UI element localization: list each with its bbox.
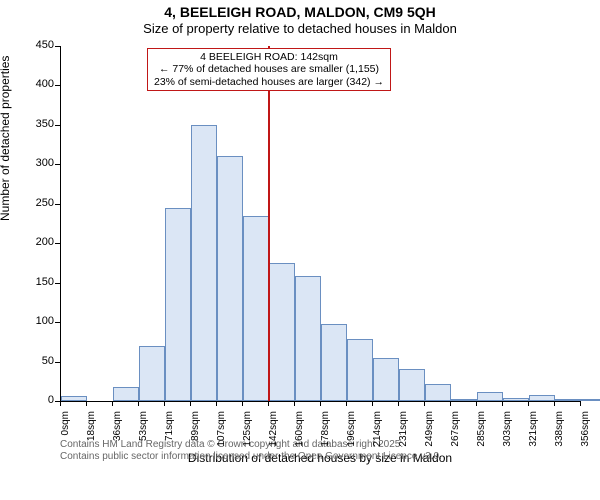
x-tick-mark	[580, 401, 581, 406]
x-tick-mark	[424, 401, 425, 406]
y-tick-label: 200	[20, 236, 54, 248]
x-tick-label: 36sqm	[112, 411, 123, 461]
title-main: 4, BEELEIGH ROAD, MALDON, CM9 5QH	[0, 4, 600, 20]
y-tick-mark	[55, 322, 60, 323]
x-tick-mark	[216, 401, 217, 406]
histogram-bar	[217, 156, 243, 401]
x-tick-mark	[164, 401, 165, 406]
x-tick-label: 18sqm	[86, 411, 97, 461]
x-tick-label: 267sqm	[450, 411, 461, 461]
x-tick-mark	[450, 401, 451, 406]
histogram-bar	[399, 369, 425, 401]
plot-area: 4 BEELEIGH ROAD: 142sqm← 77% of detached…	[60, 46, 581, 402]
x-tick-mark	[528, 401, 529, 406]
histogram-bar	[451, 399, 477, 401]
histogram-bar	[165, 208, 191, 401]
y-tick-mark	[55, 204, 60, 205]
x-tick-label: 53sqm	[138, 411, 149, 461]
annotation-line2: ← 77% of detached houses are smaller (1,…	[154, 63, 384, 76]
x-tick-mark	[268, 401, 269, 406]
chart-title-block: 4, BEELEIGH ROAD, MALDON, CM9 5QH Size o…	[0, 0, 600, 36]
y-tick-label: 250	[20, 197, 54, 209]
x-tick-label: 356sqm	[580, 411, 591, 461]
x-tick-label: 160sqm	[294, 411, 305, 461]
x-tick-label: 178sqm	[320, 411, 331, 461]
x-tick-label: 338sqm	[554, 411, 565, 461]
x-tick-label: 303sqm	[502, 411, 513, 461]
x-tick-mark	[320, 401, 321, 406]
histogram-bar	[555, 399, 581, 401]
histogram-bar	[529, 395, 555, 401]
annotation-line1: 4 BEELEIGH ROAD: 142sqm	[154, 51, 384, 64]
histogram-bar	[477, 392, 503, 401]
x-tick-label: 89sqm	[190, 411, 201, 461]
x-tick-mark	[86, 401, 87, 406]
x-tick-label: 0sqm	[60, 411, 71, 461]
annotation-box: 4 BEELEIGH ROAD: 142sqm← 77% of detached…	[147, 48, 391, 92]
x-tick-label: 142sqm	[268, 411, 279, 461]
x-tick-mark	[190, 401, 191, 406]
histogram-bar	[191, 125, 217, 401]
y-tick-label: 350	[20, 118, 54, 130]
histogram-bar	[243, 216, 269, 401]
histogram-bar	[503, 398, 529, 401]
x-tick-mark	[138, 401, 139, 406]
histogram-bar	[113, 387, 139, 401]
histogram-bar	[61, 396, 87, 401]
histogram-bar	[139, 346, 165, 401]
y-tick-label: 400	[20, 78, 54, 90]
x-tick-mark	[554, 401, 555, 406]
histogram-bar	[321, 324, 347, 401]
y-tick-mark	[55, 243, 60, 244]
x-tick-mark	[294, 401, 295, 406]
histogram-bar	[269, 263, 295, 401]
histogram-bar	[347, 339, 373, 401]
x-tick-label: 196sqm	[346, 411, 357, 461]
x-tick-mark	[112, 401, 113, 406]
x-tick-mark	[398, 401, 399, 406]
x-tick-label: 249sqm	[424, 411, 435, 461]
histogram-bar	[373, 358, 399, 401]
x-tick-label: 231sqm	[398, 411, 409, 461]
y-axis-label: Number of detached properties	[0, 56, 12, 221]
marker-line	[268, 46, 270, 401]
y-tick-label: 300	[20, 157, 54, 169]
annotation-line3: 23% of semi-detached houses are larger (…	[154, 76, 384, 89]
x-tick-label: 285sqm	[476, 411, 487, 461]
x-tick-label: 321sqm	[528, 411, 539, 461]
y-tick-mark	[55, 283, 60, 284]
y-tick-mark	[55, 164, 60, 165]
y-tick-label: 100	[20, 315, 54, 327]
x-tick-mark	[346, 401, 347, 406]
histogram-bar	[295, 276, 321, 401]
x-tick-label: 107sqm	[216, 411, 227, 461]
y-tick-label: 150	[20, 276, 54, 288]
y-tick-label: 0	[20, 394, 54, 406]
histogram-bar	[581, 399, 600, 401]
y-tick-mark	[55, 362, 60, 363]
x-tick-label: 214sqm	[372, 411, 383, 461]
title-sub: Size of property relative to detached ho…	[0, 21, 600, 36]
chart-container: Number of detached properties 4 BEELEIGH…	[0, 36, 600, 466]
x-tick-mark	[372, 401, 373, 406]
y-tick-mark	[55, 46, 60, 47]
y-tick-label: 450	[20, 39, 54, 51]
x-tick-label: 125sqm	[242, 411, 253, 461]
x-tick-mark	[60, 401, 61, 406]
x-tick-mark	[502, 401, 503, 406]
x-tick-label: 71sqm	[164, 411, 175, 461]
x-tick-mark	[242, 401, 243, 406]
histogram-bar	[425, 384, 451, 401]
y-tick-label: 50	[20, 355, 54, 367]
x-tick-mark	[476, 401, 477, 406]
y-tick-mark	[55, 125, 60, 126]
y-tick-mark	[55, 85, 60, 86]
